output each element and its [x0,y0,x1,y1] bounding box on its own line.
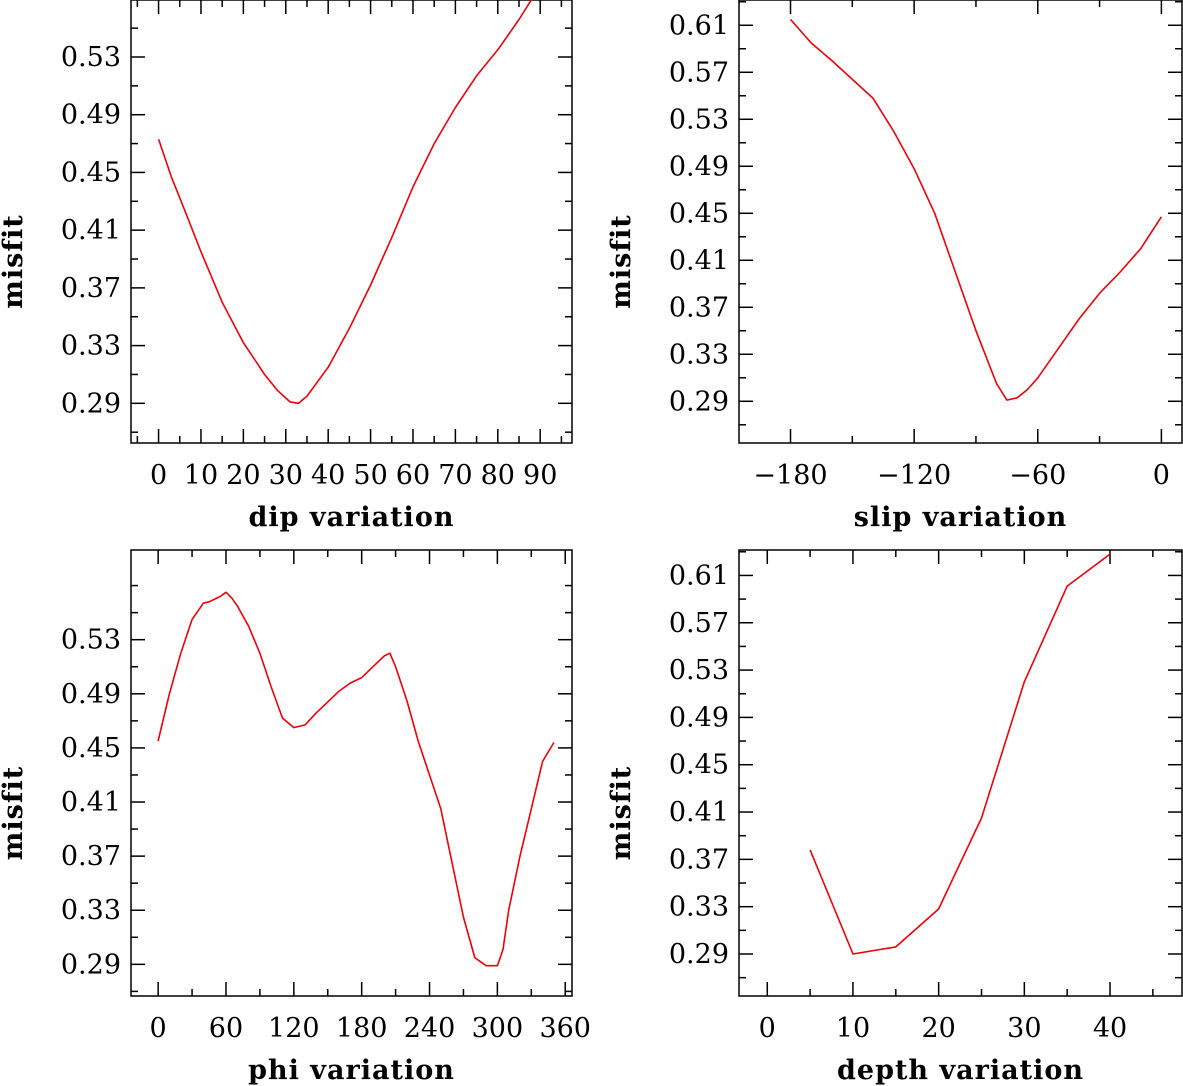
depth-x-tick-label: 30 [1007,1013,1041,1044]
phi-x-tick-label: 60 [209,1013,243,1044]
slip-x-tick-label: −60 [1009,460,1066,491]
depth-y-tick-label: 0.57 [669,608,729,639]
dip-x-tick-label: 40 [311,460,345,491]
depth-x-tick-label: 40 [1093,1013,1127,1044]
slip-y-axis-title: misfit [606,214,637,308]
phi-y-tick-label: 0.45 [61,733,121,764]
depth-y-tick-label: 0.33 [669,892,729,923]
phi-misfit-line [157,591,555,967]
depth-y-tick-label: 0.29 [669,939,729,970]
phi-y-axis-title: misfit [0,766,29,860]
slip-x-axis-title: slip variation [854,502,1068,533]
dip-y-axis-title: misfit [0,214,29,308]
slip-y-tick-label: 0.45 [669,198,729,229]
depth-x-axis-title: depth variation [837,1055,1084,1086]
slip-y-tick-label: 0.61 [669,10,729,41]
dip-x-tick-label: 80 [481,460,515,491]
phi-x-axis-title: phi variation [248,1055,455,1086]
depth-y-tick-label: 0.45 [669,750,729,781]
phi-y-tick-label: 0.53 [61,625,121,656]
phi-y-tick-label: 0.33 [61,895,121,926]
dip-y-tick-label: 0.53 [61,42,121,73]
slip-y-tick-label: 0.37 [669,292,729,323]
slip-y-tick-label: 0.49 [669,151,729,182]
slip-y-tick-label: 0.29 [669,386,729,417]
dip-y-tick-label: 0.37 [61,273,121,304]
depth-x-tick-label: 10 [836,1013,870,1044]
phi-x-tick-label: 300 [472,1013,524,1044]
phi-x-tick-label: 120 [268,1013,320,1044]
depth-panel: 0 10 20 30 40 0.29 0.33 0.37 0.41 0.45 0.49 0.53 0.5… [606,549,1183,1086]
dip-x-tick-label: 10 [184,460,218,491]
depth-y-tick-label: 0.53 [669,655,729,686]
dip-misfit-line [157,0,533,405]
slip-x-tick-label: −120 [877,460,951,491]
depth-misfit-line [809,553,1111,955]
phi-y-tick-label: 0.37 [61,841,121,872]
dip-x-axis-title: dip variation [249,502,455,533]
dip-x-tick-label: 60 [396,460,430,491]
slip-x-tick-label: 0 [1153,460,1170,491]
slip-plot-frame [738,0,1183,444]
dip-x-tick-label: 90 [523,460,557,491]
slip-y-tick-label: 0.41 [669,245,729,276]
dip-panel: 0 10 20 30 40 50 60 70 80 90 0.29 0.33 0.37 0.41 0.45 0… [0,0,573,533]
dip-y-tick-label: 0.49 [61,100,121,131]
slip-x-tick-label: −180 [753,460,827,491]
dip-plot-frame [130,0,573,444]
phi-y-tick-label: 0.49 [61,679,121,710]
phi-y-tick-label: 0.41 [61,787,121,818]
dip-y-tick-label: 0.33 [61,331,121,362]
depth-x-tick-label: 20 [921,1013,955,1044]
phi-x-tick-label: 180 [336,1013,388,1044]
phi-y-tick-label: 0.29 [61,949,121,980]
dip-y-tick-label: 0.29 [61,388,121,419]
slip-y-tick-label: 0.53 [669,104,729,135]
depth-plot-frame [738,549,1183,997]
dip-x-tick-label: 70 [438,460,472,491]
dip-x-tick-label: 50 [353,460,387,491]
slip-panel: −180 −120 −60 0 0.29 0.33 0.37 0.41 0.45 0.49 0.53… [606,0,1183,533]
phi-panel: 0 60 120 180 240 300 360 0.29 0.33 0.37 0.41 0.45 0.… [0,549,591,1086]
depth-y-axis-title: misfit [606,766,637,860]
dip-x-tick-label: 30 [269,460,303,491]
depth-y-tick-label: 0.37 [669,844,729,875]
dip-y-tick-label: 0.41 [61,215,121,246]
depth-y-tick-label: 0.61 [669,560,729,591]
depth-x-tick-label: 0 [759,1013,776,1044]
slip-y-tick-label: 0.33 [669,339,729,370]
slip-misfit-line [789,18,1163,401]
depth-y-tick-label: 0.41 [669,797,729,828]
phi-x-tick-label: 240 [404,1013,456,1044]
dip-x-tick-label: 20 [226,460,260,491]
phi-plot-frame [130,549,573,997]
depth-y-tick-label: 0.49 [669,702,729,733]
phi-x-tick-label: 0 [150,1013,167,1044]
dip-x-tick-label: 0 [150,460,167,491]
phi-x-tick-label: 360 [539,1013,591,1044]
slip-y-tick-label: 0.57 [669,57,729,88]
dip-y-tick-label: 0.45 [61,157,121,188]
